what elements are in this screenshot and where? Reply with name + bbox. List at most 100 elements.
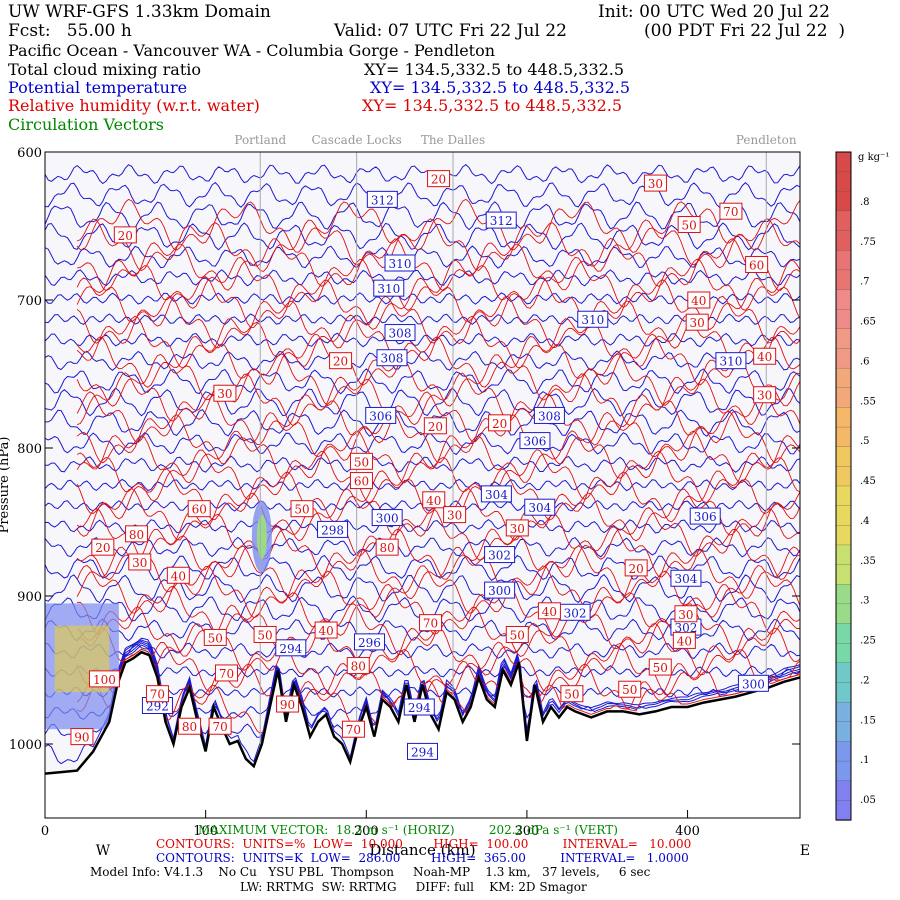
y-tick-label: 700 [17,294,42,309]
theta-label: 298 [321,523,344,537]
theta-label-box [353,633,385,651]
field-label-theta: Potential temperature [8,78,188,97]
theta-label: 310 [719,355,742,369]
valid-local-time: (00 PDT Fri 22 Jul 22 ) [644,21,845,41]
rh-label-box [643,174,667,192]
theta-label: 312 [490,214,513,228]
theta-contour-line [44,181,801,209]
y-tick-label: 1000 [9,738,42,753]
rh-label: 80 [182,720,197,734]
colorbar-label: .7 [860,277,870,288]
theta-label: 306 [694,510,717,524]
rh-label-box [178,717,202,735]
rh-label-box [745,255,769,273]
rh-contour-line [76,256,801,311]
rh-contour-line [76,564,801,619]
theta-contour-line [44,163,801,185]
rh-contour-line [76,314,801,369]
rh-contour-line [77,237,801,292]
theta-label-box [366,190,398,208]
theta-label: 310 [389,257,412,271]
theta-label: 302 [674,621,697,635]
theta-label: 304 [528,501,551,515]
theta-label-box [670,569,702,587]
rh-label: 70 [219,667,234,681]
rh-label-box [672,631,696,649]
rh-label: 30 [132,556,147,570]
theta-label: 294 [411,745,434,759]
rh-label: 20 [333,355,348,369]
rh-label-box [213,384,237,402]
theta-label-box [384,324,416,342]
plot-frame [44,151,801,819]
rh-label-box [505,519,529,537]
colorbar-segment [835,643,852,664]
colorbar-segment [835,348,852,369]
rh-contour-line [76,198,801,254]
colorbar-label: .4 [860,516,870,527]
rh-label: 40 [691,294,706,308]
colorbar-segment [835,564,852,585]
colorbar-label: .25 [860,636,876,647]
colorbar-segment [835,682,852,703]
rh-label: 30 [757,389,772,403]
theta-label: 312 [371,193,394,207]
rh-contour-line [76,275,801,331]
colorbar-segment [835,584,852,605]
theta-label: 300 [742,677,765,691]
forecast-hour: Fcst: 55.00 h [8,21,132,41]
colorbar-label: .55 [860,396,876,407]
theta-label-box [403,698,435,716]
theta-label-box [689,507,721,525]
rh-label-box [341,720,365,738]
rh-label-box [88,670,120,688]
rh-contour-line [76,410,801,465]
rh-contour-info: CONTOURS: UNITS=% LOW= 10.000 HIGH= 100.… [156,837,692,851]
rh-label-box [505,625,529,643]
rh-label-box [618,680,642,698]
theta-label-box [365,406,397,424]
theta-label-box [737,674,769,692]
colorbar-label: .6 [860,356,870,367]
theta-contour-line [44,368,801,395]
colorbar-segment [835,289,852,310]
east-label: E [800,843,810,859]
cloud-water-core [256,514,267,559]
rh-label: 80 [129,528,144,542]
theta-contour-line [44,387,801,417]
colorbar-segment [835,603,852,625]
colorbar-label: .8 [860,197,870,208]
rh-label-box [753,386,777,404]
max-vector-info: MAXIMUM VECTOR: 18.3 m s⁻¹ (HORIZ) 202.2… [198,823,618,837]
colorbar-unit: g kg⁻¹ [858,152,889,163]
colorbar-segment [835,446,852,468]
rh-label: 90 [280,698,295,712]
rh-label-box [290,500,314,518]
rh-label: 70 [723,205,738,219]
theta-label-box [407,742,438,760]
rh-label-box [145,685,169,703]
rh-label: 50 [208,631,223,645]
rh-label-box [346,657,370,675]
rh-label-box [687,291,711,309]
rh-label: 20 [431,173,446,187]
theta-label: 294 [408,701,431,715]
theta-contour-line [44,201,801,231]
rh-label: 50 [653,661,668,675]
colorbar-label: .3 [860,596,870,607]
rh-label: 20 [629,562,644,576]
colorbar-label: .15 [860,715,876,726]
colorbar-label: .65 [860,317,876,328]
rh-label-box [648,658,672,676]
x-tick-label: 0 [41,824,49,839]
colorbar-segment [835,760,852,782]
rh-contour-line [76,333,801,388]
rh-label-box [560,685,584,703]
theta-contour-line [44,536,801,558]
rh-label: 40 [542,605,557,619]
theta-label-box [715,352,747,370]
y-axis-title: Pressure (hPa) [0,437,12,534]
theta-label: 300 [488,584,511,598]
colorbar-segment [835,623,852,644]
colorbar-label: .05 [860,795,876,806]
